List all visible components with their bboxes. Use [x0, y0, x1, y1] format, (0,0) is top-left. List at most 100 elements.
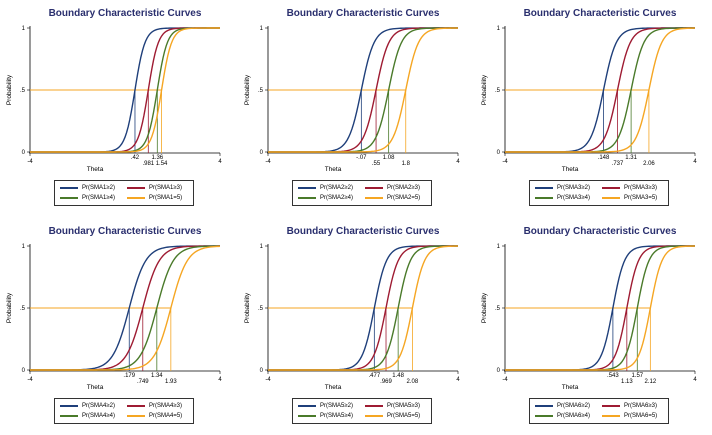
chart-panel-1: Boundary Characteristic Curves 0 .5 1 -4 4 Pro… — [2, 2, 234, 214]
legend-label: Pr(SMA6≥3) — [624, 402, 657, 409]
legend-swatch — [127, 197, 145, 200]
chart-panel-4: Boundary Characteristic Curves 0 .5 1 -4 4 Pro… — [2, 220, 234, 432]
boundary-label: .179 — [123, 373, 135, 379]
legend-swatch — [60, 186, 78, 189]
boundary-label: .477 — [368, 373, 380, 379]
legend-item: Pr(SMA2≥3) — [365, 183, 426, 193]
legend-label: Pr(SMA6≥2) — [557, 402, 590, 409]
x-tick-label: -4 — [265, 159, 271, 165]
y-tick-label: .5 — [258, 88, 264, 94]
chart-panel-6: Boundary Characteristic Curves 0 .5 1 -4 4 Pro… — [477, 220, 709, 432]
x-tick-label: 4 — [218, 159, 222, 165]
y-axis-label: Probability — [244, 74, 251, 105]
legend-swatch — [60, 197, 78, 200]
legend-swatch — [127, 186, 145, 189]
legend-swatch — [535, 197, 553, 200]
legend-swatch — [60, 415, 78, 418]
boundary-label: 1.31 — [625, 155, 637, 161]
legend-item: Pr(SMA2=5) — [365, 194, 426, 204]
boundary-label: 1.8 — [402, 161, 411, 167]
boundary-label: .749 — [137, 379, 149, 385]
boundary-label: 2.06 — [643, 161, 655, 167]
legend-swatch — [602, 415, 620, 418]
boundary-label: 1.36 — [151, 155, 163, 161]
legend-item: Pr(SMA4≥3) — [127, 401, 188, 411]
legend-item: Pr(SMA1=5) — [127, 194, 188, 204]
x-axis-label: Theta — [562, 166, 579, 173]
boundary-label: 1.13 — [621, 379, 633, 385]
legend-swatch — [535, 186, 553, 189]
y-tick-label: 1 — [22, 26, 26, 32]
series-curve-4 — [505, 245, 696, 371]
legend-item: Pr(SMA4≥4) — [60, 412, 121, 422]
legend-label: Pr(SMA5≥2) — [320, 402, 353, 409]
legend: Pr(SMA2≥2) Pr(SMA2≥3) Pr(SMA2≥4) Pr(SMA2=5) — [292, 180, 432, 206]
y-tick-label: 1 — [260, 244, 264, 250]
y-tick-label: 1 — [497, 244, 501, 250]
legend-label: Pr(SMA5≥3) — [387, 402, 420, 409]
legend-swatch — [602, 197, 620, 200]
legend-swatch — [298, 404, 316, 407]
boundary-label: .543 — [607, 373, 619, 379]
legend-item: Pr(SMA6≥2) — [535, 401, 596, 411]
y-tick-label: .5 — [495, 306, 501, 312]
legend-label: Pr(SMA1≥4) — [82, 195, 115, 202]
legend-item: Pr(SMA1≥3) — [127, 183, 188, 193]
legend-item: Pr(SMA5≥2) — [298, 401, 359, 411]
y-tick-label: .5 — [495, 88, 501, 94]
x-tick-label: -4 — [27, 159, 33, 165]
legend: Pr(SMA3≥2) Pr(SMA3≥3) Pr(SMA3≥4) Pr(SMA3=5) — [529, 180, 669, 206]
legend-label: Pr(SMA4≥2) — [82, 402, 115, 409]
legend-swatch — [602, 186, 620, 189]
legend: Pr(SMA6≥2) Pr(SMA6≥3) Pr(SMA6≥4) Pr(SMA6=5) — [529, 398, 669, 424]
y-tick-label: .5 — [258, 306, 264, 312]
y-tick-label: 0 — [260, 368, 264, 374]
series-curve-4 — [30, 27, 220, 153]
legend: Pr(SMA5≥2) Pr(SMA5≥3) Pr(SMA5≥4) Pr(SMA5=5) — [292, 398, 432, 424]
chart-panel-5: Boundary Characteristic Curves 0 .5 1 -4 4 Pro… — [240, 220, 472, 432]
x-tick-label: 4 — [693, 377, 697, 383]
legend-label: Pr(SMA3=5) — [624, 195, 658, 202]
legend-item: Pr(SMA1≥2) — [60, 183, 121, 193]
chart-title: Boundary Characteristic Curves — [49, 8, 202, 19]
legend-label: Pr(SMA1=5) — [149, 195, 183, 202]
series-curve-4 — [268, 27, 459, 153]
legend-label: Pr(SMA2=5) — [387, 195, 421, 202]
x-tick-label: -4 — [502, 377, 508, 383]
y-tick-label: 1 — [260, 26, 264, 32]
x-tick-label: 4 — [693, 159, 697, 165]
legend-item: Pr(SMA6=5) — [602, 412, 663, 422]
chart-title: Boundary Characteristic Curves — [524, 226, 677, 237]
legend-label: Pr(SMA3≥4) — [557, 195, 590, 202]
legend-label: Pr(SMA3≥3) — [624, 184, 657, 191]
boundary-label: .148 — [598, 155, 610, 161]
series-curve-4 — [268, 245, 459, 371]
legend-swatch — [365, 415, 383, 418]
chart-title: Boundary Characteristic Curves — [287, 8, 440, 19]
x-tick-label: 4 — [456, 377, 460, 383]
y-tick-label: 0 — [260, 150, 264, 156]
chart-panel-3: Boundary Characteristic Curves 0 .5 1 -4 4 Pro… — [477, 2, 709, 214]
boundary-label: .737 — [612, 161, 624, 167]
chart-svg: Boundary Characteristic Curves 0 .5 1 -4 4 Pro… — [481, 226, 697, 391]
legend-label: Pr(SMA4=5) — [149, 413, 183, 420]
series-curve-4 — [505, 27, 696, 153]
chart-svg: Boundary Characteristic Curves 0 .5 1 -4 4 Pro… — [244, 226, 460, 391]
y-axis-label: Probability — [6, 292, 13, 323]
boundary-label: 2.08 — [407, 379, 419, 385]
x-axis-label: Theta — [325, 166, 342, 173]
legend-swatch — [127, 415, 145, 418]
chart-svg: Boundary Characteristic Curves 0 .5 1 -4 4 Pro… — [6, 8, 222, 173]
y-axis-label: Probability — [481, 292, 488, 323]
x-axis-label: Theta — [325, 384, 342, 391]
legend-label: Pr(SMA3≥2) — [557, 184, 590, 191]
x-tick-label: 4 — [456, 159, 460, 165]
x-axis-label: Theta — [87, 384, 104, 391]
boundary-label: 1.48 — [392, 373, 404, 379]
x-axis-label: Theta — [87, 166, 104, 173]
y-axis-label: Probability — [244, 292, 251, 323]
y-axis-label: Probability — [6, 74, 13, 105]
boundary-label: .981 — [142, 161, 154, 167]
legend: Pr(SMA1≥2) Pr(SMA1≥3) Pr(SMA1≥4) Pr(SMA1=5) — [54, 180, 194, 206]
chart-svg: Boundary Characteristic Curves 0 .5 1 -4 4 Pro… — [481, 8, 697, 173]
